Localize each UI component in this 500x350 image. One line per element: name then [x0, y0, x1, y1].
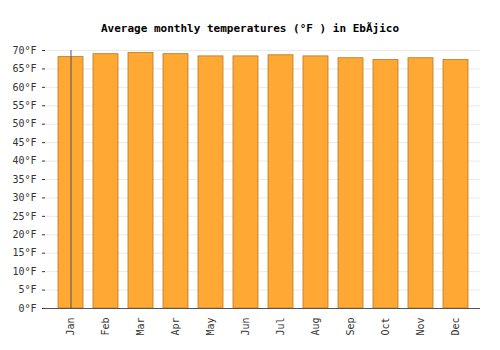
svg-text:45°F: 45°F: [12, 137, 36, 148]
svg-text:5°F: 5°F: [18, 284, 36, 295]
svg-text:35°F: 35°F: [12, 174, 36, 185]
svg-text:65°F: 65°F: [12, 63, 36, 74]
svg-text:Aug: Aug: [310, 318, 321, 336]
svg-text:30°F: 30°F: [12, 192, 36, 203]
svg-text:Mar: Mar: [135, 318, 146, 336]
html-text:Average monthly temperatures (: Average monthly temperatures (°F ) in Eb…: [101, 22, 399, 35]
svg-text:40°F: 40°F: [12, 155, 36, 166]
svg-text:25°F: 25°F: [12, 211, 36, 222]
svg-text:50°F: 50°F: [12, 118, 36, 129]
svg-text:60°F: 60°F: [12, 82, 36, 93]
svg-text:Dec: Dec: [450, 318, 461, 336]
svg-text:Nov: Nov: [415, 318, 426, 336]
svg-text:Jan: Jan: [65, 318, 76, 336]
svg-text:Oct: Oct: [380, 318, 391, 336]
svg-text:70°F: 70°F: [12, 45, 36, 56]
svg-text:0°F: 0°F: [18, 303, 36, 314]
svg-text:10°F: 10°F: [12, 266, 36, 277]
svg-text:55°F: 55°F: [12, 100, 36, 111]
svg-text:Jun: Jun: [240, 318, 251, 336]
svg-text:May: May: [205, 318, 216, 336]
svg-text:Apr: Apr: [170, 318, 181, 336]
svg-text:15°F: 15°F: [12, 247, 36, 258]
svg-text:Jul: Jul: [275, 318, 286, 336]
svg-text:20°F: 20°F: [12, 229, 36, 240]
svg-text:Feb: Feb: [100, 318, 111, 336]
svg-text:Sep: Sep: [345, 318, 356, 336]
